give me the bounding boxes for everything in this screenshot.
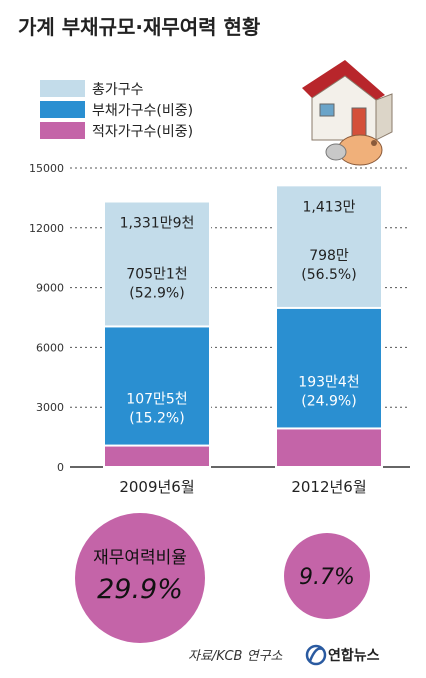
legend-label-total: 총가구수 <box>92 82 144 98</box>
ratio-circles: 재무여력비율 29.9% 9.7% <box>75 513 370 643</box>
bar-label-debt-1: 798만 <box>309 248 349 264</box>
y-tick-label: 15000 <box>29 162 64 175</box>
ratio-value-2009: 29.9% <box>97 574 183 605</box>
source-text: 자료/KCB 연구소 <box>188 649 284 664</box>
legend-swatch-total <box>40 80 85 97</box>
bar-label-debt-1: (56.5%) <box>301 267 356 283</box>
bar-label-debt-0: 705만1천 <box>126 266 187 282</box>
bars <box>103 184 383 469</box>
bar-label-deficit-0: 107만5천 <box>126 392 187 408</box>
ratio-circle-label: 재무여력비율 <box>93 548 187 568</box>
yonhap-logo-icon <box>305 644 327 666</box>
x-axis: 2009년6월 2012년6월 <box>119 478 366 496</box>
bar-deficit-0 <box>103 444 211 468</box>
y-tick-label: 12000 <box>29 222 64 235</box>
y-tick-label: 3000 <box>36 401 64 414</box>
bar-label-total-1: 1,413만 <box>303 199 356 215</box>
bar-deficit-1 <box>275 427 383 469</box>
bar-debt-0 <box>103 325 211 468</box>
legend-swatch-deficit <box>40 122 85 139</box>
bar-label-total-0: 1,331만9천 <box>120 216 195 232</box>
legend: 총가구수 부채가구수(비중) 적자가구수(비중) <box>40 80 193 140</box>
bar-label-debt-0: (52.9%) <box>129 285 184 301</box>
bar-label-deficit-1: (24.9%) <box>301 393 356 409</box>
house-with-piggy-bank-icon <box>302 60 393 166</box>
legend-label-deficit: 적자가구수(비중) <box>92 124 193 140</box>
brand-text: 연합뉴스 <box>328 647 380 664</box>
chart-title: 가계 부채규모·재무여력 현황 <box>18 15 261 39</box>
legend-swatch-debt <box>40 101 85 118</box>
legend-label-debt: 부채가구수(비중) <box>92 103 193 119</box>
ratio-value-2012: 9.7% <box>299 565 355 590</box>
bar-label-deficit-1: 193만4천 <box>298 374 359 390</box>
y-tick-label: 0 <box>57 461 64 474</box>
y-tick-label: 6000 <box>36 341 64 354</box>
x-category-label: 2009년6월 <box>119 478 194 496</box>
bar-label-deficit-0: (15.2%) <box>129 411 184 427</box>
ratio-circle-2012 <box>284 533 370 619</box>
x-category-label: 2012년6월 <box>291 478 366 496</box>
bar-labels: 1,331만9천 705만1천 (52.9%) 107만5천 (15.2%) 1,413만… <box>120 199 360 426</box>
y-tick-label: 9000 <box>36 282 64 295</box>
ratio-circle-2009 <box>75 513 205 643</box>
